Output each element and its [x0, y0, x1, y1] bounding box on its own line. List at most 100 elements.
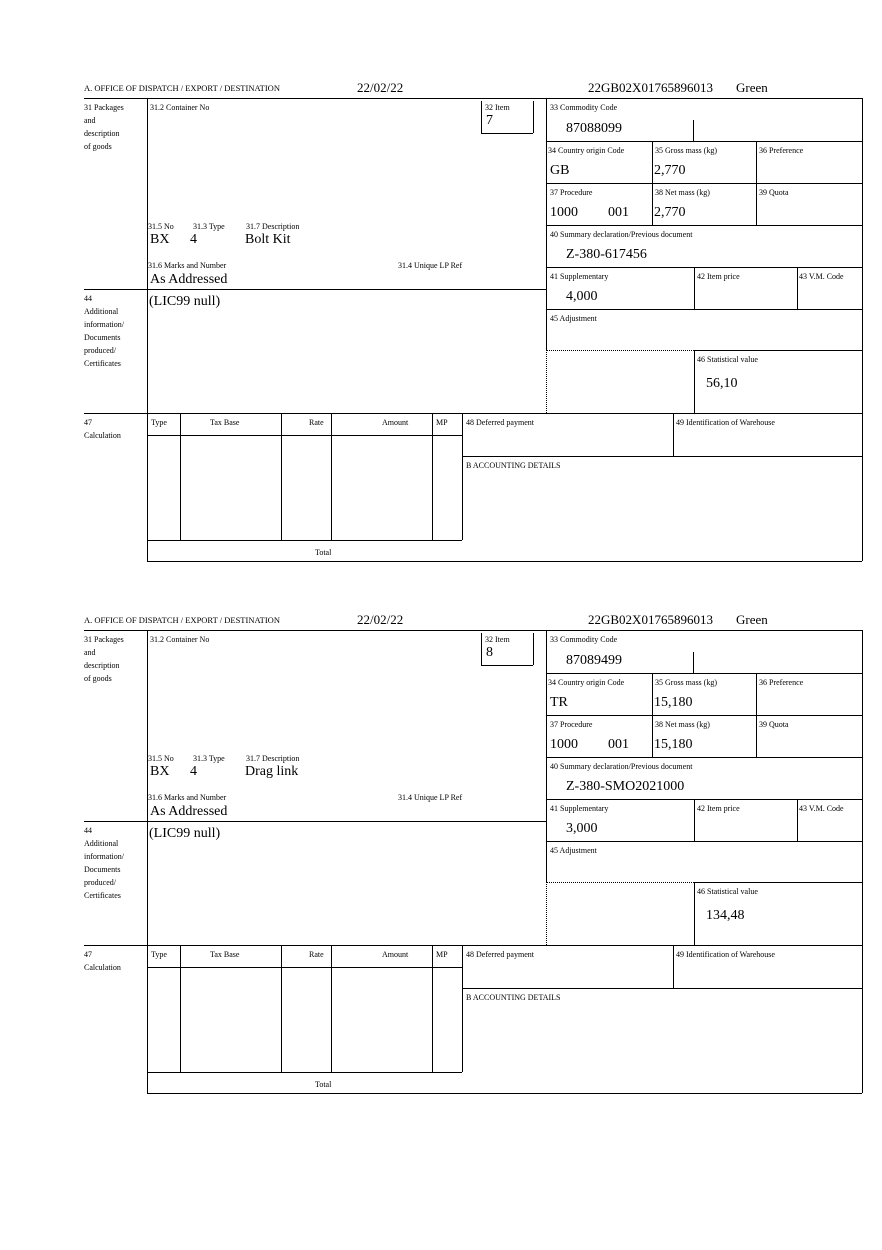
rule: [147, 540, 462, 541]
rule: [546, 350, 694, 351]
procedure-suffix: 001: [608, 737, 629, 752]
calc-mp-header: MP: [436, 950, 448, 959]
marks-label: 31.6 Marks and Number: [148, 261, 227, 270]
rule: [462, 456, 862, 457]
rule: [694, 350, 695, 413]
package-type-label: 31.3 Type: [193, 222, 225, 231]
rule: [546, 673, 862, 674]
rule: [481, 101, 482, 133]
quota-label: 39 Quota: [759, 720, 789, 729]
net-mass-label: 38 Net mass (kg): [655, 188, 710, 197]
rule: [694, 882, 862, 883]
summary-declaration: Z-380-SMO2021000: [566, 779, 685, 794]
calculation-label: 47: [84, 418, 92, 427]
country-origin-label: 34 Country origin Code: [548, 146, 625, 155]
country-origin: TR: [550, 695, 568, 710]
rule: [673, 413, 674, 456]
summary-declaration-label: 40 Summary declaration/Previous document: [550, 762, 693, 771]
rule: [281, 413, 282, 540]
office-heading: A. OFFICE OF DISPATCH / EXPORT / DESTINA…: [84, 615, 280, 625]
calc-type-header: Type: [151, 418, 167, 427]
rule: [546, 882, 547, 945]
calc-rate-header: Rate: [309, 950, 324, 959]
procedure-code: 1000: [550, 205, 578, 220]
rule: [481, 633, 482, 665]
packages-label: of goods: [84, 674, 112, 683]
description-label: 31.7 Description: [246, 222, 300, 231]
declaration-date: 22/02/22: [357, 612, 404, 627]
rule: [84, 945, 862, 946]
rule: [862, 98, 863, 561]
calc-total-label: Total: [315, 548, 332, 557]
rule: [673, 945, 674, 988]
package-count: 4: [190, 232, 197, 247]
statistical-value: 134,48: [706, 908, 745, 923]
calc-amount-header: Amount: [382, 418, 409, 427]
packages-label: and: [84, 116, 96, 125]
container-no-label: 31.2 Container No: [150, 635, 210, 644]
commodity-code: 87088099: [566, 121, 622, 136]
warehouse-label: 49 Identification of Warehouse: [676, 418, 775, 427]
rule: [546, 267, 862, 268]
rule: [84, 98, 862, 99]
rule: [462, 988, 862, 989]
rule: [694, 350, 862, 351]
additional-info-value: (LIC99 null): [149, 294, 221, 309]
item-number: 7: [486, 113, 493, 128]
country-origin: GB: [550, 163, 570, 178]
gross-mass: 15,180: [654, 695, 693, 710]
supplementary-label: 41 Supplementary: [550, 804, 609, 813]
calc-type-header: Type: [151, 950, 167, 959]
rule: [84, 289, 546, 290]
rule: [147, 967, 462, 968]
supplementary-label: 41 Supplementary: [550, 272, 609, 281]
rule: [331, 413, 332, 540]
rule: [147, 98, 148, 561]
supplementary-units: 3,000: [566, 821, 598, 836]
additional-info-label: Additional: [84, 307, 119, 316]
rule: [546, 98, 547, 350]
rule: [546, 183, 862, 184]
additional-info-label: Additional: [84, 839, 119, 848]
item-label: 32 Item: [485, 103, 510, 112]
deferred-payment-label: 48 Deferred payment: [466, 950, 534, 959]
summary-declaration-label: 40 Summary declaration/Previous document: [550, 230, 693, 239]
commodity-code: 87089499: [566, 653, 622, 668]
deferred-payment-label: 48 Deferred payment: [466, 418, 534, 427]
commodity-code-label: 33 Commodity Code: [550, 103, 618, 112]
quota-label: 39 Quota: [759, 188, 789, 197]
additional-info-label: 44: [84, 826, 92, 835]
rule: [546, 841, 862, 842]
calc-mp-header: MP: [436, 418, 448, 427]
calculation-label: Calculation: [84, 963, 121, 972]
unique-lp-ref-label: 31.4 Unique LP Ref: [398, 793, 463, 802]
warehouse-label: 49 Identification of Warehouse: [676, 950, 775, 959]
route-status: Green: [736, 80, 768, 95]
rule: [147, 630, 148, 1093]
rule: [546, 309, 862, 310]
country-origin-label: 34 Country origin Code: [548, 678, 625, 687]
office-heading: A. OFFICE OF DISPATCH / EXPORT / DESTINA…: [84, 83, 280, 93]
additional-info-label: produced/: [84, 878, 116, 887]
rule: [147, 1072, 462, 1073]
rule: [546, 141, 862, 142]
rule: [652, 673, 653, 757]
rule: [546, 882, 694, 883]
net-mass: 15,180: [654, 737, 693, 752]
gross-mass-label: 35 Gross mass (kg): [655, 678, 717, 687]
rule: [546, 799, 862, 800]
package-no-label: 31.5 No: [148, 754, 174, 763]
goods-description: Bolt Kit: [245, 232, 291, 247]
additional-info-label: produced/: [84, 346, 116, 355]
packages-label: description: [84, 129, 120, 138]
packages-label: description: [84, 661, 120, 670]
rule: [694, 799, 695, 841]
rule: [797, 799, 798, 841]
statistical-value-label: 46 Statistical value: [697, 355, 758, 364]
rule: [693, 120, 694, 141]
rule: [546, 350, 547, 413]
calculation-label: 47: [84, 950, 92, 959]
goods-description: Drag link: [245, 764, 299, 779]
rule: [797, 267, 798, 309]
additional-info-label: information/: [84, 852, 124, 861]
